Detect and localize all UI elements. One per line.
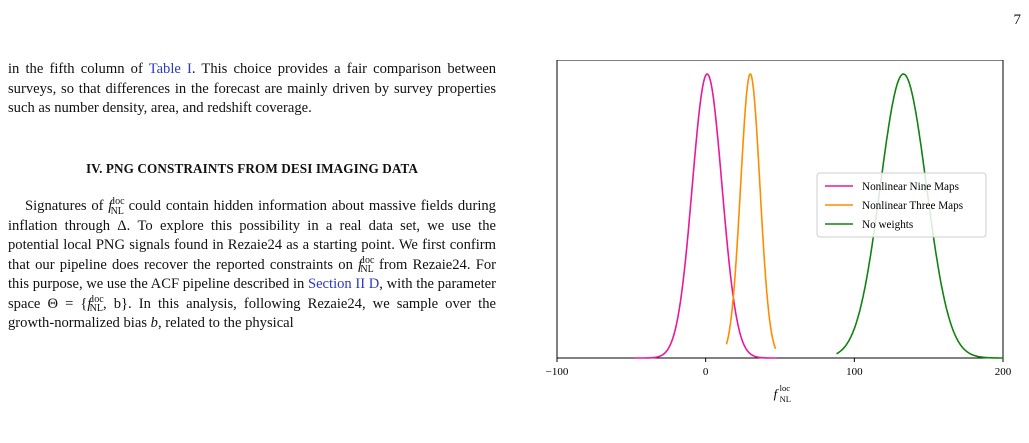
legend-label: Nonlinear Three Maps (862, 200, 963, 212)
page-number: 7 (1013, 12, 1022, 28)
x-tick-label: −100 (546, 366, 569, 378)
legend-label: No weights (862, 219, 913, 231)
text-run: , with the parameter space Θ = { (8, 276, 497, 312)
x-tick-label: 100 (846, 366, 863, 378)
body-text-column: in the fifth column of Table I. This cho… (8, 60, 496, 334)
x-axis-label-sub: NL (780, 394, 791, 404)
text-run: from Rezaie24. For this purpose, we use … (8, 256, 496, 293)
x-tick-label: 200 (995, 366, 1012, 378)
series-line-no-weights (836, 73, 1003, 359)
fnl-symbol: flocNL (87, 293, 104, 315)
fnl-symbol: flocNL (358, 254, 375, 276)
section-link[interactable]: Section II D (307, 276, 380, 292)
section-heading: IV. PNG CONSTRAINTS FROM DESI IMAGING DA… (85, 160, 419, 176)
x-axis-label-sup: loc (780, 383, 791, 393)
plot-frame (556, 60, 1004, 359)
table-link[interactable]: Table I (148, 61, 192, 77)
text-run: , related to the physical (157, 315, 294, 331)
text-run: could contain hidden information about m… (8, 198, 496, 273)
legend-label: Nonlinear Nine Maps (862, 181, 959, 193)
bias-symbol: b (150, 315, 158, 331)
posterior-figure: −100 0 100 200 Nonlinear Nine Maps Nonlinear … (533, 60, 1029, 443)
paragraph: in the fifth column of Table I. This cho… (8, 60, 496, 119)
x-axis-label: f (774, 386, 780, 401)
series-line-nonlinear-nine-maps (634, 73, 777, 359)
posterior-chart: −100 0 100 200 Nonlinear Nine Maps Nonlinear … (546, 60, 1012, 404)
x-tick-label: 0 (703, 366, 709, 378)
paragraph: Signatures of flocNL could contain hidde… (8, 197, 496, 334)
legend-box (816, 172, 987, 238)
text-run: . This choice provides a fair comparison… (8, 61, 496, 116)
series-line-nonlinear-three-maps (725, 73, 777, 349)
text-run: , b}. In this analysis, following Rezaie… (8, 295, 496, 332)
text-run: Signatures of (25, 198, 109, 214)
fnl-symbol: flocNL (108, 196, 125, 217)
text-run: in the fifth column of (8, 61, 149, 77)
